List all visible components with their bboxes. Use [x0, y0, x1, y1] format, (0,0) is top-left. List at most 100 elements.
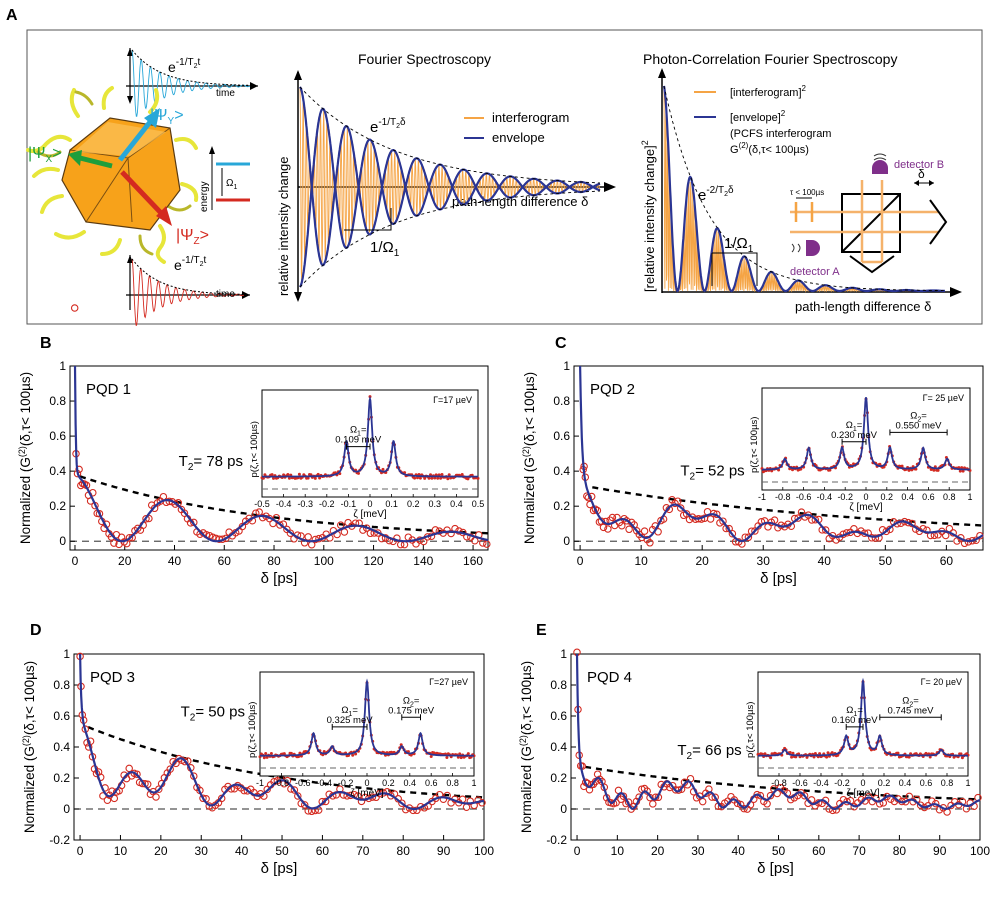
y-tick-label: 0.6: [53, 709, 70, 723]
psi-x-arrowhead: [68, 150, 82, 166]
y-tick-label: 0.2: [553, 499, 570, 513]
inset-x-tick-label: 0: [863, 492, 868, 502]
inset-x-tick-label: 1: [471, 778, 476, 788]
annotation-value-label: 0.160 meV: [832, 715, 879, 726]
psi-x-label: |ΨX>: [28, 145, 62, 165]
inset-x-tick-label: 0.3: [429, 499, 442, 509]
panel-label-b: B: [40, 335, 52, 352]
x-tick-label: 10: [611, 844, 625, 858]
fourier-ylabel: relative intensity change: [276, 157, 291, 296]
inset-x-tick-label: 0.4: [450, 499, 463, 509]
annotation-value-label: 0.325 meV: [327, 715, 374, 726]
x-tick-label: 70: [852, 844, 866, 858]
inset-data-point: [306, 476, 310, 480]
data-point: [864, 793, 873, 801]
mirror-right: [929, 199, 948, 245]
detector-b-cable: [873, 153, 887, 161]
inset-data-point: [447, 473, 451, 477]
y-tick-label: 0.6: [550, 709, 567, 723]
inset-x-tick-label: -0.2: [338, 778, 354, 788]
inset-data-point: [460, 473, 464, 476]
inset-linewidth-label: Γ= 25 µeV: [923, 393, 964, 403]
x-tick-label: 50: [772, 844, 786, 858]
inset-y-label: p(ζ,τ< 100µs): [745, 702, 756, 758]
inset-data-point: [936, 468, 940, 472]
data-point: [166, 765, 174, 773]
x-tick-label: 80: [267, 554, 281, 568]
inset-x-tick-label: -0.1: [341, 499, 357, 509]
inset-data-point: [264, 752, 268, 755]
ligand: [26, 134, 72, 154]
data-point: [711, 793, 719, 802]
psi-x-arrow: [79, 155, 113, 169]
fourier-title: Fourier Spectroscopy: [358, 51, 491, 67]
inset-fit-curve: [762, 397, 970, 471]
fit-curve: [73, 365, 489, 543]
ligand: [36, 150, 62, 158]
x-tick-label: 140: [413, 554, 433, 568]
decay-envelope-fit: [79, 475, 489, 535]
annotation-omega-label: Ω1=: [846, 705, 863, 718]
fourier-envelope-top: [299, 86, 601, 267]
y-axis-label: Normalized (G(2)(δ,τ< 100µs): [521, 372, 537, 544]
inset-data-point: [413, 476, 417, 480]
inset-data-point: [830, 751, 834, 755]
ligand: [100, 238, 122, 256]
inset-data-point: [458, 752, 462, 756]
data-point: [75, 465, 83, 474]
inset-x-tick-label: 1: [967, 492, 972, 502]
spectrum-inset: -1 -0.8 -0.6 -0.4 -0.2 0 0.2 0.4 0.6 0.8 1 ζ [meV] p…: [749, 387, 973, 513]
inset-x-tick-label: 0: [367, 499, 372, 509]
ligand: [155, 224, 166, 264]
decay-envelope-fit: [584, 765, 981, 801]
inset-x-tick-label: 0.2: [881, 492, 894, 502]
fit-curve: [575, 653, 980, 810]
inset-y-label: p(ζ,τ< 100µs): [247, 702, 258, 758]
data-point: [619, 792, 628, 800]
chart-title: PQD 2: [590, 381, 635, 398]
data-point: [304, 533, 312, 541]
data-point: [276, 521, 284, 529]
y-tick-label: 0: [59, 534, 66, 548]
y-tick-label: 0.4: [550, 740, 567, 754]
x-tick-label: 0: [77, 844, 84, 858]
pcfs-xaxis-arrow: [950, 287, 962, 297]
y-tick-label: 0.4: [49, 464, 66, 478]
x-axis-label: δ [ps]: [760, 570, 797, 587]
inset-data-point: [828, 468, 832, 472]
data-point: [152, 793, 160, 801]
data-point: [110, 539, 118, 547]
inset-x-tick-label: 0.4: [901, 492, 914, 502]
data-point: [625, 525, 633, 534]
pcfs-xlabel: path-length difference δ: [795, 299, 931, 314]
inset-x-tick-label: 0.4: [404, 778, 417, 788]
y-tick-label: 0.4: [553, 464, 570, 478]
y-axis-label: Normalized (G(2)(δ,τ< 100µs): [17, 372, 33, 544]
inset-x-tick-label: -0.6: [295, 778, 311, 788]
inset-x-tick-label: -0.2: [837, 492, 853, 502]
inset-x-tick-label: -0.8: [771, 778, 787, 788]
fourier-yaxis-arrow-down: [294, 292, 302, 302]
y-tick-label: 0.8: [49, 394, 66, 408]
inset-x-tick-label: -0.2: [834, 778, 850, 788]
plot-frame: [69, 365, 489, 551]
detector-a-label: detector A: [790, 266, 840, 278]
x-tick-label: 40: [818, 554, 832, 568]
bottom-decay-envelope: [131, 258, 244, 295]
inset-fit-curve: [262, 395, 478, 478]
inset-x-tick-label: 0.8: [943, 492, 956, 502]
psi-y-label: |ΨY>: [150, 107, 184, 127]
pcfs-yaxis-arrow: [658, 68, 666, 78]
fourier-envelope-eq: e-1/T2δ: [370, 117, 406, 136]
bottom-decay-label: e-1/T2t: [174, 255, 206, 273]
inset-data-point: [439, 476, 443, 480]
pcfs-legend2-line1: [envelope]2: [730, 109, 786, 124]
data-point: [941, 531, 950, 540]
y-tick-label: -0.2: [49, 833, 70, 847]
data-point: [923, 526, 931, 535]
inset-data-point: [418, 476, 422, 480]
y-axis-label: Normalized (G(2)(δ,τ< 100µs): [21, 661, 37, 833]
data-point: [916, 801, 925, 809]
